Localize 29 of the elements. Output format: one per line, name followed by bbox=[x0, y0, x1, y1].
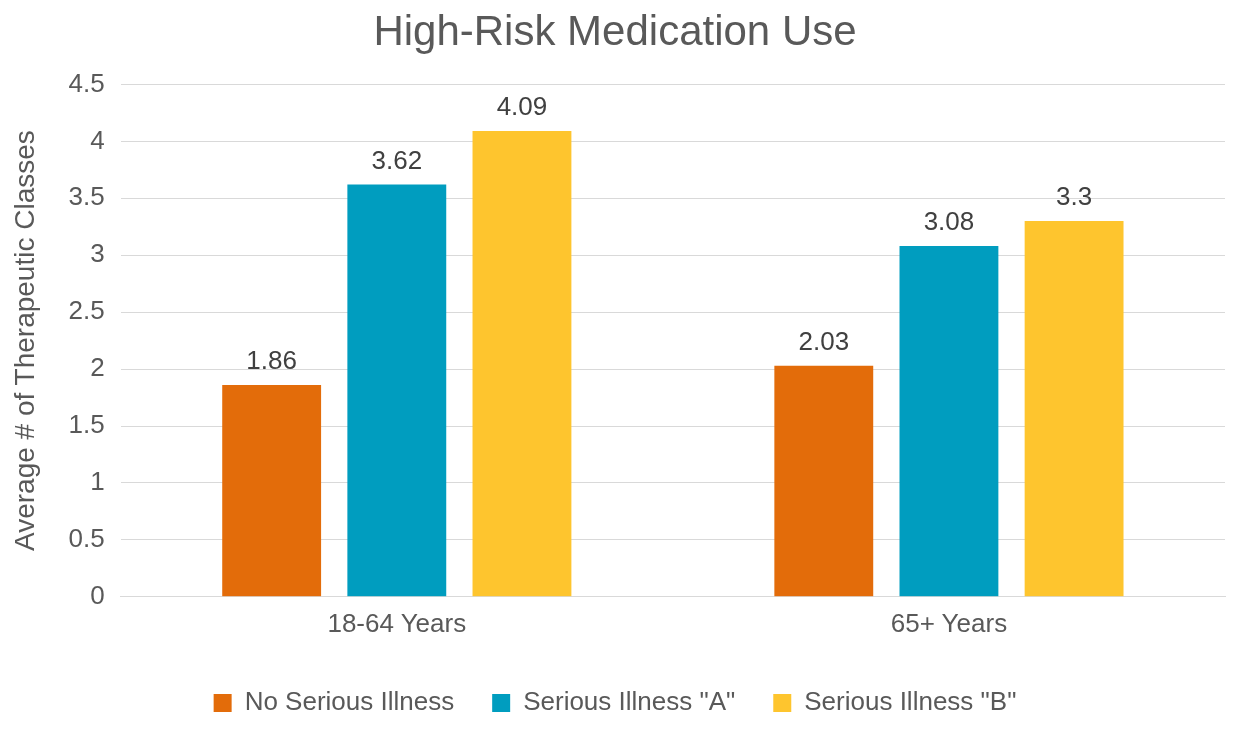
bar bbox=[472, 131, 572, 597]
x-tick-label: 18-64 Years bbox=[327, 607, 467, 638]
data-label: 3.62 bbox=[371, 144, 423, 175]
y-tick-label: 2.5 bbox=[68, 295, 105, 326]
legend-label: No Serious Illness bbox=[244, 686, 455, 717]
data-label: 4.09 bbox=[496, 91, 548, 122]
y-tick-label: 2 bbox=[90, 352, 105, 383]
bar bbox=[774, 365, 874, 597]
data-label: 3.08 bbox=[923, 206, 975, 237]
x-tick-label: 65+ Years bbox=[890, 607, 1008, 638]
y-tick-label: 3.5 bbox=[68, 181, 105, 212]
y-tick-label: 4 bbox=[90, 124, 105, 155]
legend-label: Serious Illness "A" bbox=[523, 686, 736, 717]
bar bbox=[899, 246, 999, 597]
data-label: 1.86 bbox=[246, 345, 297, 376]
y-tick-label: 0.5 bbox=[68, 523, 105, 554]
y-tick-label: 3 bbox=[90, 238, 105, 269]
bar bbox=[222, 385, 322, 597]
chart-title: High-Risk Medication Use bbox=[373, 6, 857, 54]
y-tick-label: 1 bbox=[90, 466, 105, 497]
data-label: 2.03 bbox=[798, 325, 850, 356]
data-label: 3.3 bbox=[1056, 181, 1093, 212]
y-tick-label: 0 bbox=[90, 579, 105, 610]
y-tick-label: 1.5 bbox=[68, 409, 105, 440]
legend-label: Serious Illness "B" bbox=[804, 686, 1017, 717]
bar bbox=[1024, 221, 1124, 597]
y-axis-title: Average # of Therapeutic Classes bbox=[8, 130, 40, 551]
y-tick-label: 4.5 bbox=[68, 67, 105, 98]
bar bbox=[347, 184, 447, 597]
